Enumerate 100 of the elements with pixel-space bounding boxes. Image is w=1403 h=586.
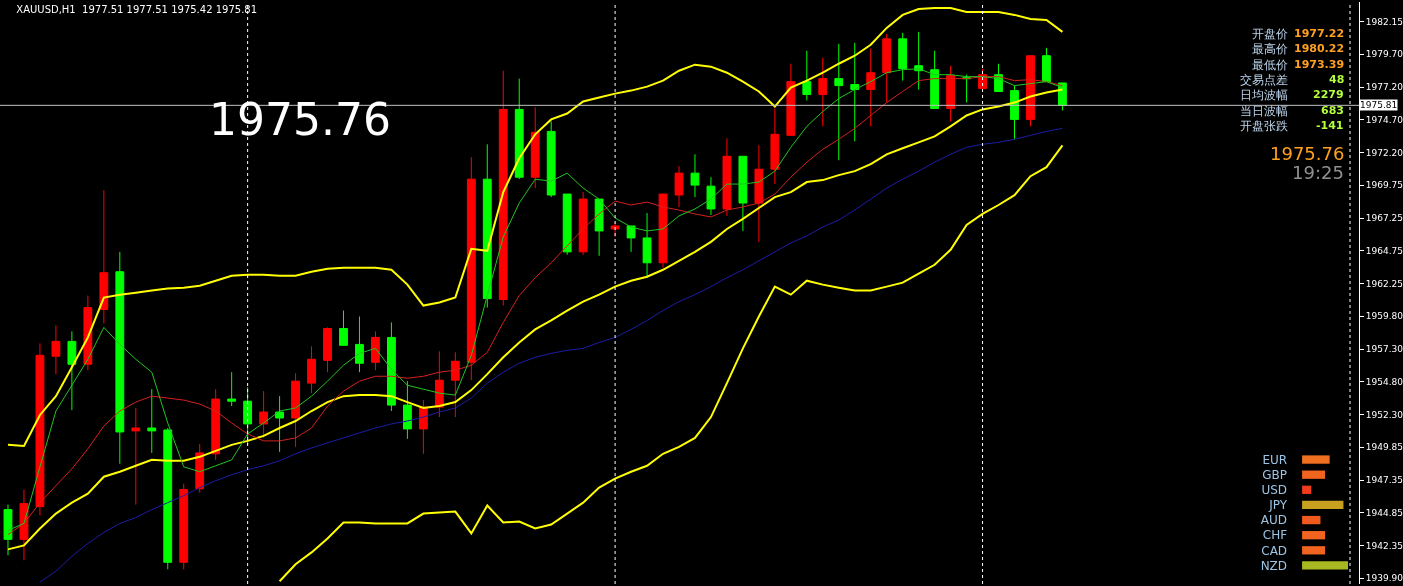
candlestick xyxy=(211,388,221,461)
candlestick xyxy=(179,483,189,570)
candlestick xyxy=(1042,47,1051,83)
text: 交易点差 xyxy=(1240,73,1288,87)
candlestick xyxy=(51,324,61,375)
y-tick-label: 1982.15 xyxy=(1365,17,1403,28)
candlestick xyxy=(866,48,876,127)
bar xyxy=(1302,561,1349,570)
text: -141 xyxy=(1316,119,1344,132)
y-tick-label: 1949.85 xyxy=(1365,442,1403,453)
text: 1973.39 xyxy=(1294,58,1345,71)
y-tick-label: 1954.80 xyxy=(1365,377,1403,388)
y-tick-label: 1939.90 xyxy=(1365,573,1403,584)
candlestick xyxy=(243,386,253,446)
y-tick-label: NZD xyxy=(1260,558,1288,573)
candlestick xyxy=(594,198,604,257)
candlestick xyxy=(514,78,524,180)
text: 开盘价 xyxy=(1252,27,1288,41)
candlestick xyxy=(738,155,748,232)
candlestick xyxy=(834,43,844,161)
text: 最高价 xyxy=(1252,42,1288,56)
y-tick-label: 1942.35 xyxy=(1365,540,1403,551)
y-tick-label: 1959.80 xyxy=(1365,311,1403,322)
chart-title: XAUUSD,H1 1977.51 1977.51 1975.42 1975.81 xyxy=(16,3,258,15)
candlestick xyxy=(546,120,556,198)
candlestick xyxy=(578,191,588,256)
y-tick-label: 1967.25 xyxy=(1365,213,1403,224)
candlestick xyxy=(323,326,332,373)
text: 开盘张跌 xyxy=(1240,119,1288,133)
text: 19:25 xyxy=(1292,162,1344,183)
text: 1977.22 xyxy=(1294,27,1345,40)
line-series xyxy=(6,6,1064,447)
candlestick xyxy=(387,321,396,412)
candlestick xyxy=(850,42,860,142)
y-tick-label: GBP xyxy=(1262,467,1288,482)
text: 2279 xyxy=(1313,88,1344,101)
candlestick xyxy=(307,345,316,394)
candlestick xyxy=(355,316,364,373)
candlestick xyxy=(131,407,141,506)
candlestick xyxy=(339,310,348,346)
candlestick xyxy=(610,221,620,238)
y-tick-label: JPY xyxy=(1268,498,1288,513)
bar xyxy=(1302,455,1330,464)
candlestick xyxy=(802,50,812,101)
y-tick-label: 1974.70 xyxy=(1365,115,1403,126)
candlestick xyxy=(482,143,492,309)
text: 1980.22 xyxy=(1294,42,1345,55)
candlestick xyxy=(291,372,300,448)
candlestick xyxy=(946,65,956,122)
y-tick-label: EUR xyxy=(1262,452,1288,467)
y-tick-label: USD xyxy=(1261,483,1288,498)
candlestick xyxy=(1026,55,1035,127)
candlestick xyxy=(882,33,892,104)
candlestick xyxy=(770,108,780,185)
candlestick xyxy=(99,189,109,324)
text: 当日波幅 xyxy=(1240,104,1288,118)
candlestick xyxy=(706,176,716,216)
candlestick xyxy=(163,427,173,570)
candlestick xyxy=(3,504,13,556)
y-tick-label: 1972.20 xyxy=(1365,148,1403,159)
y-tick-label: 1947.35 xyxy=(1365,475,1403,486)
candlestick xyxy=(754,144,764,243)
candlestick xyxy=(147,388,157,454)
candlestick xyxy=(67,330,77,411)
candlestick xyxy=(259,390,269,439)
y-tick-label: 1977.20 xyxy=(1365,82,1403,93)
candlestick xyxy=(466,156,476,381)
text: 最低价 xyxy=(1252,58,1288,72)
candlestick xyxy=(930,50,940,109)
candlestick xyxy=(818,57,828,127)
candlestick xyxy=(227,371,237,407)
candlestick xyxy=(626,225,636,253)
text: 日均波幅 xyxy=(1240,88,1288,102)
y-tick-label: 1962.25 xyxy=(1365,279,1403,289)
candlestick xyxy=(674,165,684,208)
y-tick-label: 1957.30 xyxy=(1365,344,1403,355)
y-tick-label: 1969.75 xyxy=(1365,180,1403,191)
candlestick xyxy=(898,32,908,82)
text: 1975.76 xyxy=(1270,143,1345,164)
candlestick xyxy=(498,70,508,307)
y-tick-label: 1952.30 xyxy=(1365,409,1403,420)
candlestick xyxy=(530,106,540,189)
candlestick xyxy=(642,212,652,279)
candlestick xyxy=(115,251,125,465)
text: 683 xyxy=(1321,104,1344,117)
bar xyxy=(1302,470,1326,479)
candlestick xyxy=(690,153,700,198)
y-tick-label: 1944.85 xyxy=(1365,508,1403,519)
y-tick-label: CHF xyxy=(1262,528,1288,543)
bar xyxy=(1302,546,1326,555)
bar xyxy=(1302,500,1344,510)
y-tick-label: AUD xyxy=(1260,513,1288,528)
candlestick xyxy=(35,342,45,517)
y-tick-label: 1964.75 xyxy=(1365,246,1403,257)
bar xyxy=(1302,485,1312,494)
line-series xyxy=(278,144,1064,583)
bar xyxy=(1302,515,1321,525)
y-tick-label: CAD xyxy=(1261,543,1288,558)
candlestick xyxy=(722,137,732,217)
bar xyxy=(1302,531,1326,540)
